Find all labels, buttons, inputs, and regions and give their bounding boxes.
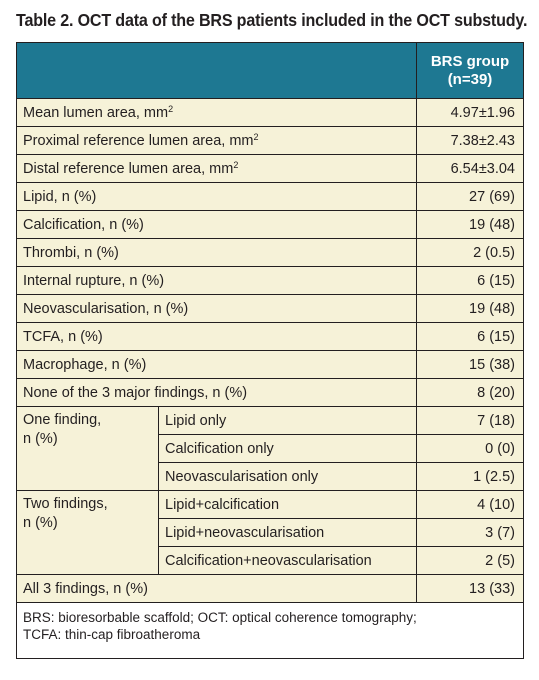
row-value: 13 (33) — [416, 574, 524, 603]
row-label: Neovascularisation only — [158, 462, 417, 491]
table-row: Internal rupture, n (%) 6 (15) — [16, 266, 524, 295]
row-value: 19 (48) — [416, 294, 524, 323]
row-label: Calcification, n (%) — [16, 210, 417, 239]
group-label-two-findings: Two findings, n (%) — [16, 490, 159, 575]
row-label: Lipid+calcification — [158, 490, 417, 519]
row-label: Proximal reference lumen area, mm2 — [16, 126, 417, 155]
row-value: 7 (18) — [416, 406, 524, 435]
table-row: TCFA, n (%) 6 (15) — [16, 322, 524, 351]
table-row: Mean lumen area, mm2 4.97±1.96 — [16, 98, 524, 127]
table-row: Proximal reference lumen area, mm2 7.38±… — [16, 126, 524, 155]
row-value: 1 (2.5) — [416, 462, 524, 491]
row-label: Calcification+neovascularisation — [158, 546, 417, 575]
header-brs-group: BRS group (n=39) — [416, 42, 524, 99]
row-value: 6.54±3.04 — [416, 154, 524, 183]
table-row: Calcification, n (%) 19 (48) — [16, 210, 524, 239]
oct-data-table: BRS group (n=39) Mean lumen area, mm2 4.… — [16, 42, 524, 659]
table-row: None of the 3 major findings, n (%) 8 (2… — [16, 378, 524, 407]
table-row: Macrophage, n (%) 15 (38) — [16, 350, 524, 379]
header-empty-cell — [16, 42, 417, 99]
row-label: Macrophage, n (%) — [16, 350, 417, 379]
row-value: 2 (5) — [416, 546, 524, 575]
table-title: Table 2. OCT data of the BRS patients in… — [16, 10, 528, 30]
row-label: Lipid+neovascularisation — [158, 518, 417, 547]
row-value: 3 (7) — [416, 518, 524, 547]
table-row: Lipid+neovascularisation 3 (7) — [17, 518, 524, 547]
header-brs-group-n: (n=39) — [447, 70, 493, 88]
row-label: Internal rupture, n (%) — [16, 266, 417, 295]
row-label: Mean lumen area, mm2 — [16, 98, 417, 127]
header-row: BRS group (n=39) — [16, 42, 524, 99]
row-label: Lipid only — [158, 406, 417, 435]
row-label: Thrombi, n (%) — [16, 238, 417, 267]
row-value: 27 (69) — [416, 182, 524, 211]
footnote-row: BRS: bioresorbable scaffold; OCT: optica… — [16, 602, 524, 659]
table-row: Neovascularisation, n (%) 19 (48) — [16, 294, 524, 323]
footnote-line: BRS: bioresorbable scaffold; OCT: optica… — [23, 610, 417, 625]
row-value: 7.38±2.43 — [416, 126, 524, 155]
row-value: 2 (0.5) — [416, 238, 524, 267]
row-value: 6 (15) — [416, 322, 524, 351]
row-value: 6 (15) — [416, 266, 524, 295]
table-row: Calcification only 0 (0) — [17, 434, 524, 463]
table-row: One finding, n (%) Lipid only 7 (18) — [16, 406, 524, 491]
table-row: Two findings, n (%) Lipid+calcification 4… — [16, 490, 524, 575]
row-value: 19 (48) — [416, 210, 524, 239]
table-row: Lipid, n (%) 27 (69) — [16, 182, 524, 211]
row-value: 4 (10) — [416, 490, 524, 519]
table-row: Distal reference lumen area, mm2 6.54±3.… — [16, 154, 524, 183]
table-row: Calcification+neovascularisation 2 (5) — [17, 546, 524, 575]
row-value: 15 (38) — [416, 350, 524, 379]
row-label: Lipid, n (%) — [16, 182, 417, 211]
row-label: Calcification only — [158, 434, 417, 463]
row-label: Distal reference lumen area, mm2 — [16, 154, 417, 183]
header-brs-group-label: BRS group — [430, 52, 510, 70]
row-label: None of the 3 major findings, n (%) — [16, 378, 417, 407]
table-row: All 3 findings, n (%) 13 (33) — [16, 574, 524, 603]
row-value: 4.97±1.96 — [416, 98, 524, 127]
row-label: All 3 findings, n (%) — [16, 574, 417, 603]
row-label: Neovascularisation, n (%) — [16, 294, 417, 323]
table-footnote: BRS: bioresorbable scaffold; OCT: optica… — [16, 602, 524, 659]
row-value: 8 (20) — [416, 378, 524, 407]
table-row: Thrombi, n (%) 2 (0.5) — [16, 238, 524, 267]
row-value: 0 (0) — [416, 434, 524, 463]
footnote-line: TCFA: thin-cap fibroatheroma — [23, 627, 201, 642]
group-label-one-finding: One finding, n (%) — [16, 406, 159, 491]
row-label: TCFA, n (%) — [16, 322, 417, 351]
